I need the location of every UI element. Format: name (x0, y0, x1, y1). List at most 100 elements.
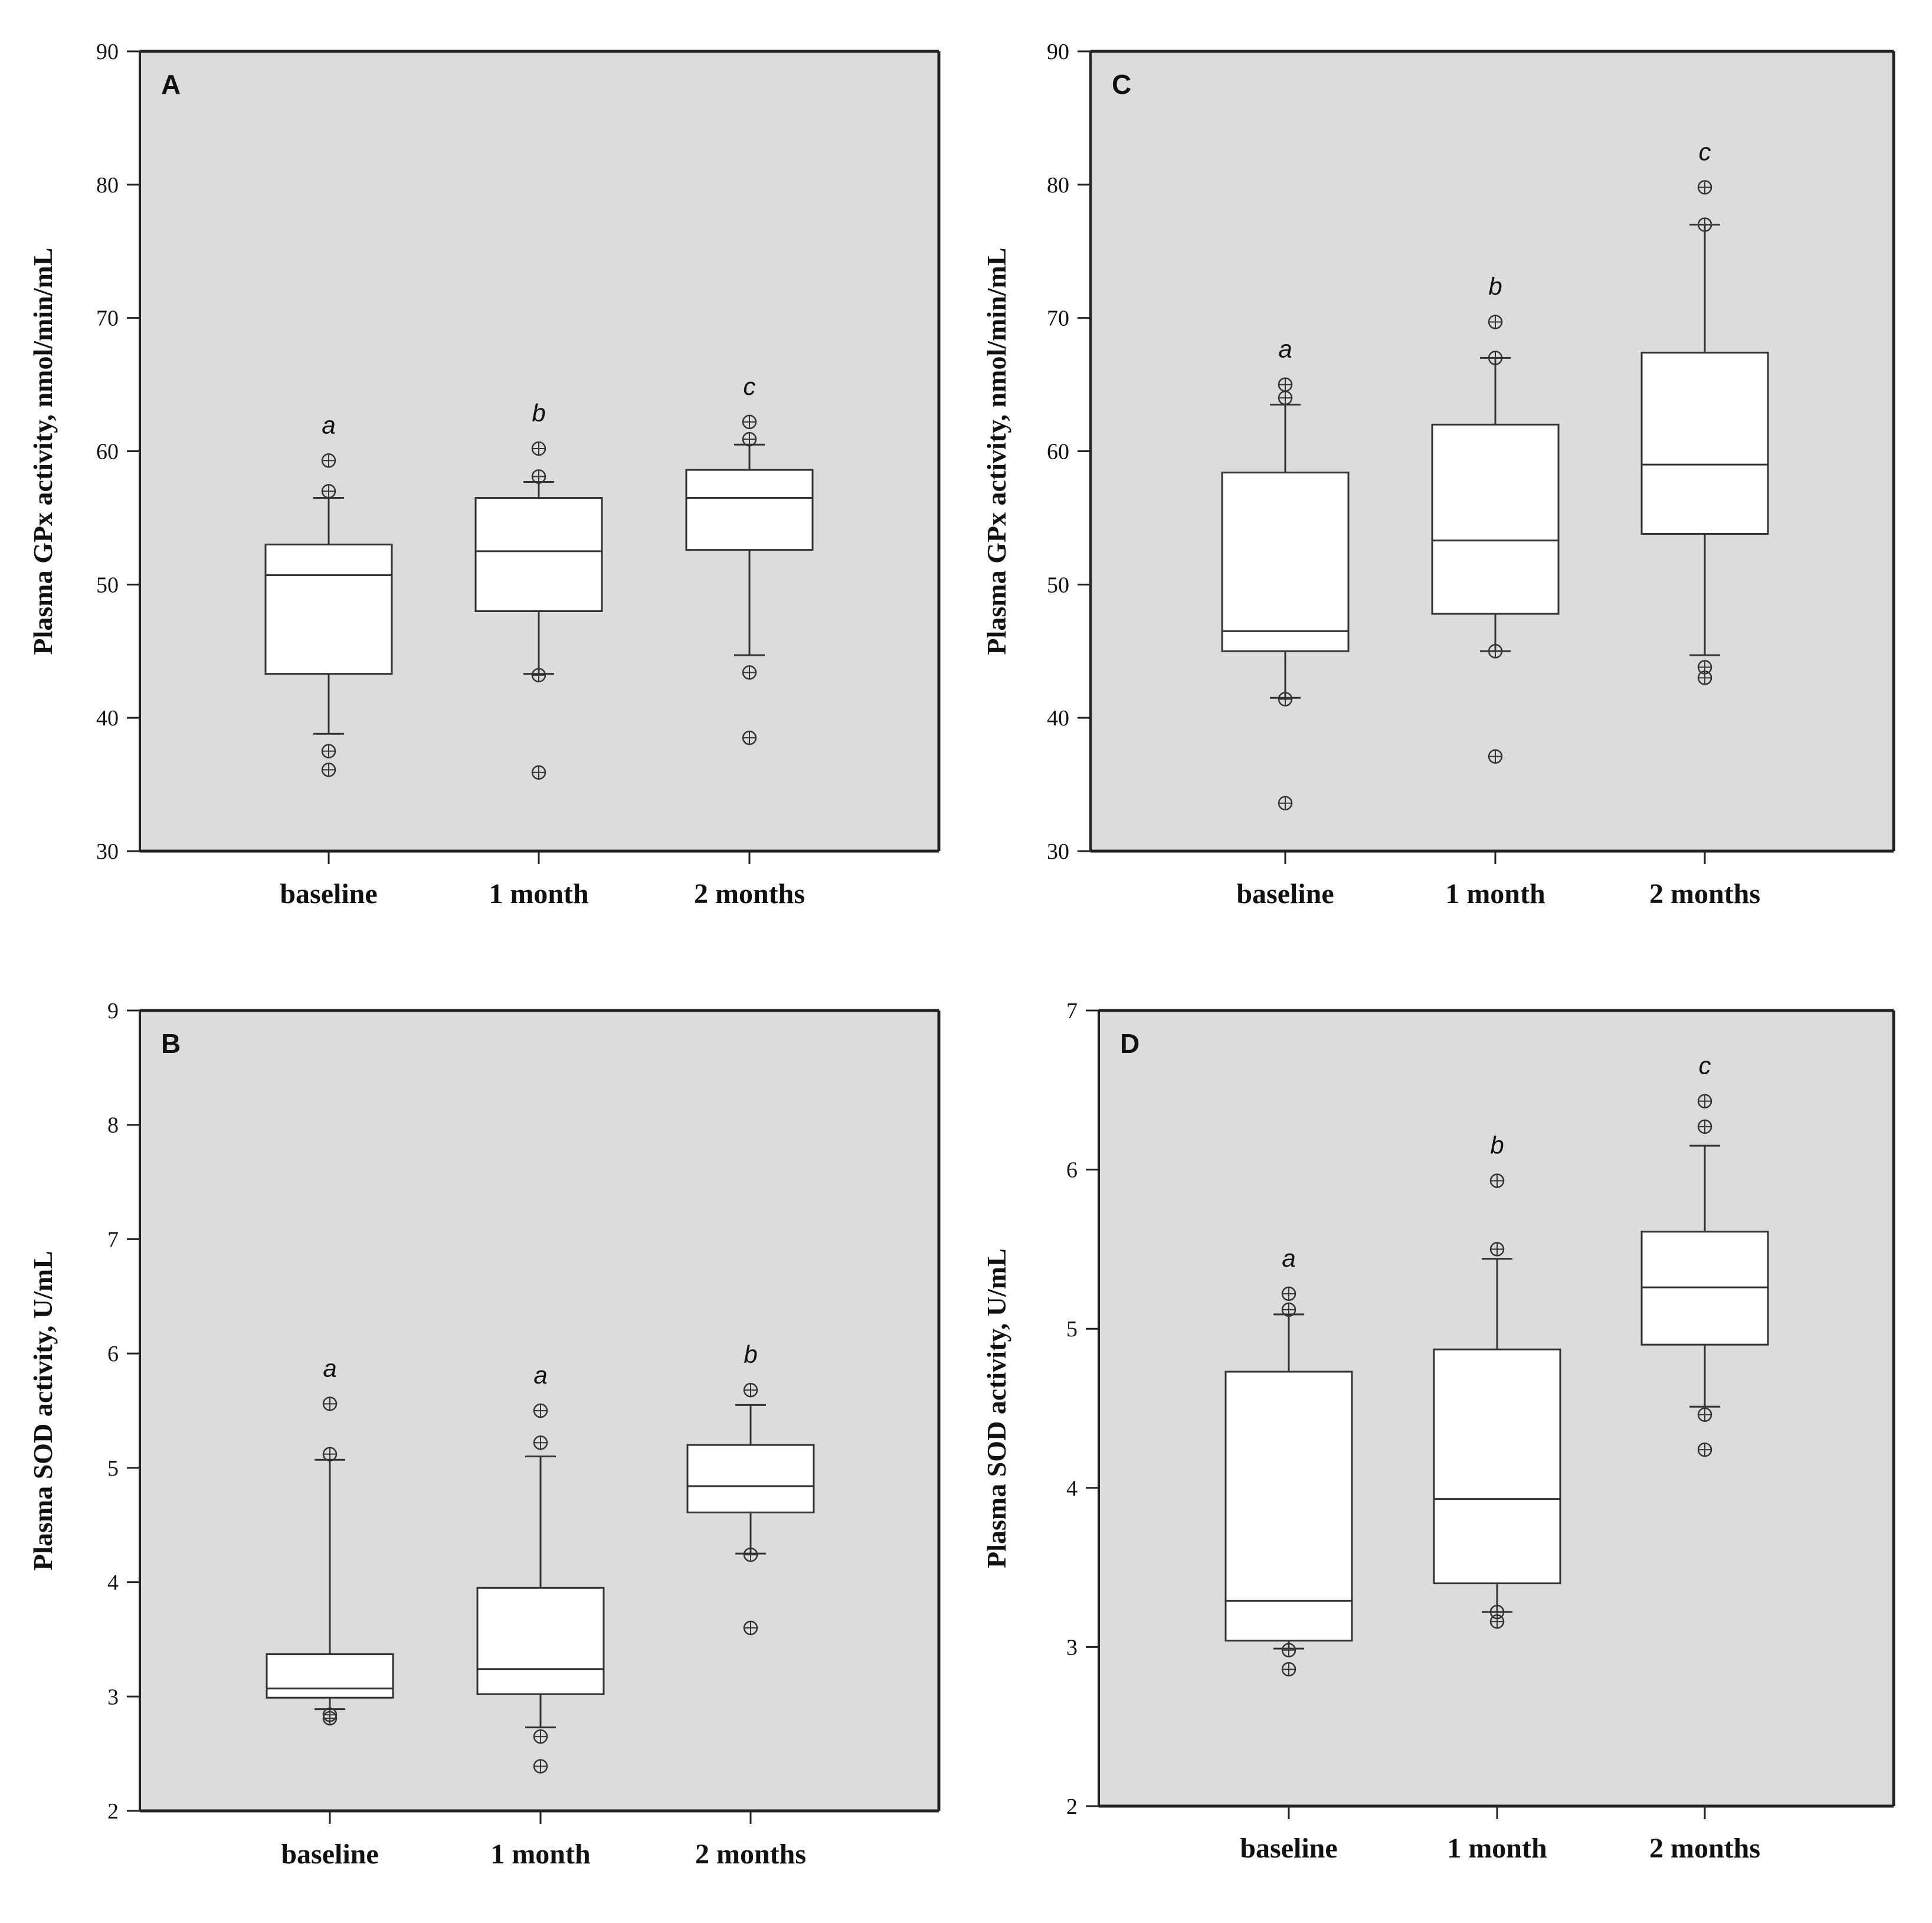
outlier-point (321, 744, 336, 758)
box-baseline: baseline a (264, 411, 393, 910)
panel-letter: C (1112, 69, 1131, 100)
y-axis-label: Plasma GPx activity, nmol/min/mL (981, 248, 1011, 655)
outlier-point (1697, 1407, 1712, 1422)
outlier-point (1281, 1302, 1296, 1317)
outlier-point (531, 469, 546, 484)
significance-letter: c (1699, 138, 1711, 165)
outlier-point (742, 414, 757, 430)
panel-letter: A (161, 69, 181, 100)
box-baseline: baseline a (266, 1354, 394, 1870)
x-category-label: 2 months (1649, 878, 1760, 910)
x-category-label: 1 month (1447, 1833, 1547, 1864)
outlier-point (742, 730, 757, 745)
outlier-point (1281, 1286, 1296, 1301)
y-tick-label: 6 (107, 1342, 119, 1366)
significance-letter: a (1282, 1244, 1295, 1272)
box-baseline: baseline a (1224, 1244, 1353, 1864)
y-tick-label: 7 (1066, 999, 1078, 1023)
panel-letter: D (1120, 1028, 1139, 1059)
iqr-box (264, 544, 393, 675)
y-tick-label: 90 (1047, 40, 1069, 64)
outlier-point (321, 762, 336, 777)
outlier-point (743, 1620, 758, 1636)
significance-letter: b (744, 1340, 757, 1368)
iqr-box (1431, 423, 1560, 615)
outlier-point (1281, 1662, 1296, 1677)
panel-a: 30 40 50 60 70 80 90 Plasma GPx activity, nmol/… (28, 40, 941, 910)
panel-b: 2 3 4 5 6 7 8 9 Plasma SOD activity, U/mL Bbaseli… (28, 999, 941, 1870)
x-category-label: baseline (1236, 878, 1334, 910)
y-tick-label: 4 (107, 1571, 119, 1595)
panel-d: 2 3 4 5 6 7 Plasma SOD activity, U/mL Dbaseline… (981, 999, 1895, 1864)
significance-letter: b (532, 399, 545, 427)
iqr-box (474, 497, 603, 613)
y-tick-label: 30 (96, 839, 119, 864)
outlier-point (531, 765, 546, 780)
iqr-box (686, 1444, 815, 1513)
y-tick-label: 40 (96, 706, 119, 731)
y-tick-label: 9 (107, 999, 119, 1023)
outlier-point (322, 1397, 338, 1411)
outlier-point (533, 1759, 548, 1774)
outlier-point (322, 1708, 338, 1722)
y-tick-label: 80 (1047, 173, 1069, 198)
y-tick-label: 2 (1066, 1794, 1078, 1819)
y-tick-label: 60 (96, 440, 119, 465)
outlier-point (1488, 749, 1503, 764)
panel-c: 30 40 50 60 70 80 90 Plasma GPx activity, nmol/… (981, 40, 1895, 910)
y-tick-label: 6 (1066, 1158, 1078, 1183)
outlier-point (1488, 351, 1503, 365)
outlier-point (1278, 692, 1293, 707)
box-1-month: 1 month a (476, 1361, 605, 1870)
y-tick-label: 50 (96, 573, 119, 597)
x-category-label: baseline (280, 878, 377, 910)
significance-letter: b (1488, 272, 1502, 300)
box-2-months: 2 months b (686, 1340, 815, 1870)
significance-letter: c (1699, 1052, 1711, 1080)
outlier-point (1489, 1242, 1505, 1257)
x-category-label: baseline (1240, 1833, 1337, 1864)
y-tick-label: 70 (96, 306, 119, 331)
outlier-point (531, 441, 546, 456)
y-tick-label: 90 (96, 40, 119, 64)
box-2-months: 2 months c (1640, 138, 1769, 910)
significance-letter: a (322, 411, 335, 439)
y-tick-label: 4 (1066, 1476, 1078, 1501)
y-tick-label: 40 (1047, 706, 1069, 731)
outlier-point (1697, 180, 1712, 195)
y-tick-label: 30 (1047, 839, 1069, 864)
y-tick-label: 5 (107, 1456, 119, 1481)
significance-letter: b (1490, 1131, 1504, 1159)
outlier-point (1488, 315, 1503, 329)
outlier-point (1697, 217, 1712, 232)
significance-letter: a (323, 1354, 336, 1382)
outlier-point (321, 484, 336, 499)
outlier-point (533, 1729, 548, 1744)
outlier-point (743, 1382, 758, 1398)
x-category-label: 2 months (694, 878, 805, 910)
box-baseline: baseline a (1221, 335, 1350, 910)
iqr-box (1433, 1348, 1561, 1585)
outlier-point (1488, 644, 1503, 659)
y-axis-label: Plasma SOD activity, U/mL (28, 1251, 58, 1571)
box-2-months: 2 months c (1640, 1052, 1769, 1864)
x-category-label: 1 month (489, 878, 588, 910)
y-tick-label: 70 (1047, 306, 1069, 331)
outlier-point (1278, 377, 1293, 392)
y-tick-label: 7 (107, 1227, 119, 1252)
y-tick-label: 60 (1047, 440, 1069, 465)
x-category-label: 1 month (490, 1839, 590, 1870)
x-category-label: 2 months (1649, 1833, 1760, 1864)
box-1-month: 1 month b (1433, 1131, 1561, 1864)
outlier-point (1489, 1604, 1505, 1620)
outlier-point (742, 431, 757, 447)
outlier-point (321, 453, 336, 468)
outlier-point (1697, 660, 1712, 675)
outlier-point (743, 1547, 758, 1562)
outlier-point (742, 665, 757, 680)
box-2-months: 2 months c (685, 372, 814, 910)
outlier-point (1697, 1442, 1712, 1457)
y-tick-label: 2 (107, 1799, 119, 1824)
outlier-point (533, 1403, 548, 1418)
